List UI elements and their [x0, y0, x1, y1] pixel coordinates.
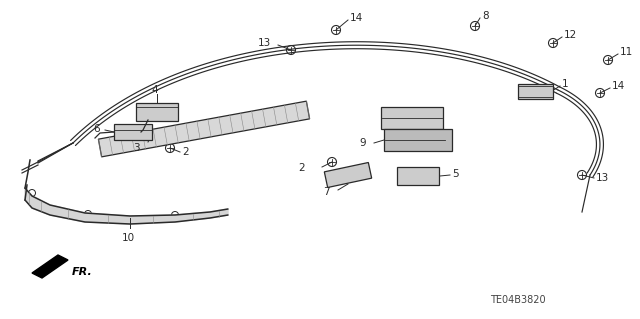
Bar: [518, 84, 552, 99]
Text: 4: 4: [152, 85, 158, 95]
Text: 11: 11: [620, 47, 633, 57]
Text: 13: 13: [258, 38, 271, 48]
Text: TE04B3820: TE04B3820: [490, 295, 546, 305]
Bar: [397, 167, 439, 185]
Text: 1: 1: [562, 79, 568, 89]
Text: 6: 6: [93, 124, 100, 134]
Text: 12: 12: [564, 30, 577, 40]
Bar: [136, 103, 178, 121]
Text: 2: 2: [298, 163, 305, 173]
Polygon shape: [32, 255, 68, 278]
Text: 3: 3: [133, 143, 140, 153]
Text: 9: 9: [360, 138, 366, 148]
Text: 8: 8: [482, 11, 488, 21]
Text: 5: 5: [452, 169, 459, 179]
Text: 7: 7: [323, 187, 330, 197]
Text: 10: 10: [122, 233, 134, 243]
Bar: [114, 124, 152, 140]
Bar: [324, 162, 372, 188]
Text: 2: 2: [182, 147, 189, 157]
Text: 14: 14: [350, 13, 364, 23]
Text: FR.: FR.: [72, 267, 93, 277]
Bar: [384, 129, 452, 151]
Text: 13: 13: [596, 173, 609, 183]
Bar: [381, 107, 443, 129]
Polygon shape: [25, 188, 228, 224]
Text: 14: 14: [612, 81, 625, 91]
Polygon shape: [99, 101, 310, 157]
